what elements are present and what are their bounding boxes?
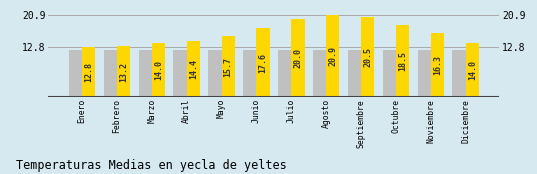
Bar [104,50,117,97]
Text: 14.0: 14.0 [468,60,477,80]
Bar [383,50,396,97]
Bar [117,46,130,97]
Text: 20.0: 20.0 [293,48,302,68]
Text: 14.4: 14.4 [189,59,198,79]
Bar [291,19,304,97]
Bar [187,41,200,97]
Bar [348,50,361,97]
Text: 20.9: 20.9 [328,46,337,66]
Text: 14.0: 14.0 [154,60,163,80]
Text: 17.6: 17.6 [258,53,267,73]
Bar [361,17,374,97]
Bar [82,47,96,97]
Bar [278,50,291,97]
Bar [222,36,235,97]
Bar [466,42,479,97]
Text: 18.5: 18.5 [398,51,407,71]
Text: 16.3: 16.3 [433,56,442,76]
Bar [208,50,222,97]
Bar [326,15,339,97]
Text: Temperaturas Medias en yecla de yeltes: Temperaturas Medias en yecla de yeltes [16,159,287,172]
Bar [431,33,444,97]
Text: 12.8: 12.8 [84,62,93,82]
Bar [173,50,187,97]
Text: 13.2: 13.2 [119,62,128,82]
Bar [257,28,270,97]
Text: 20.5: 20.5 [363,47,372,67]
Bar [418,50,431,97]
Bar [69,50,82,97]
Text: 15.7: 15.7 [224,57,233,77]
Bar [243,50,257,97]
Bar [452,50,466,97]
Bar [139,50,152,97]
Bar [152,42,165,97]
Bar [313,50,326,97]
Bar [396,25,409,97]
